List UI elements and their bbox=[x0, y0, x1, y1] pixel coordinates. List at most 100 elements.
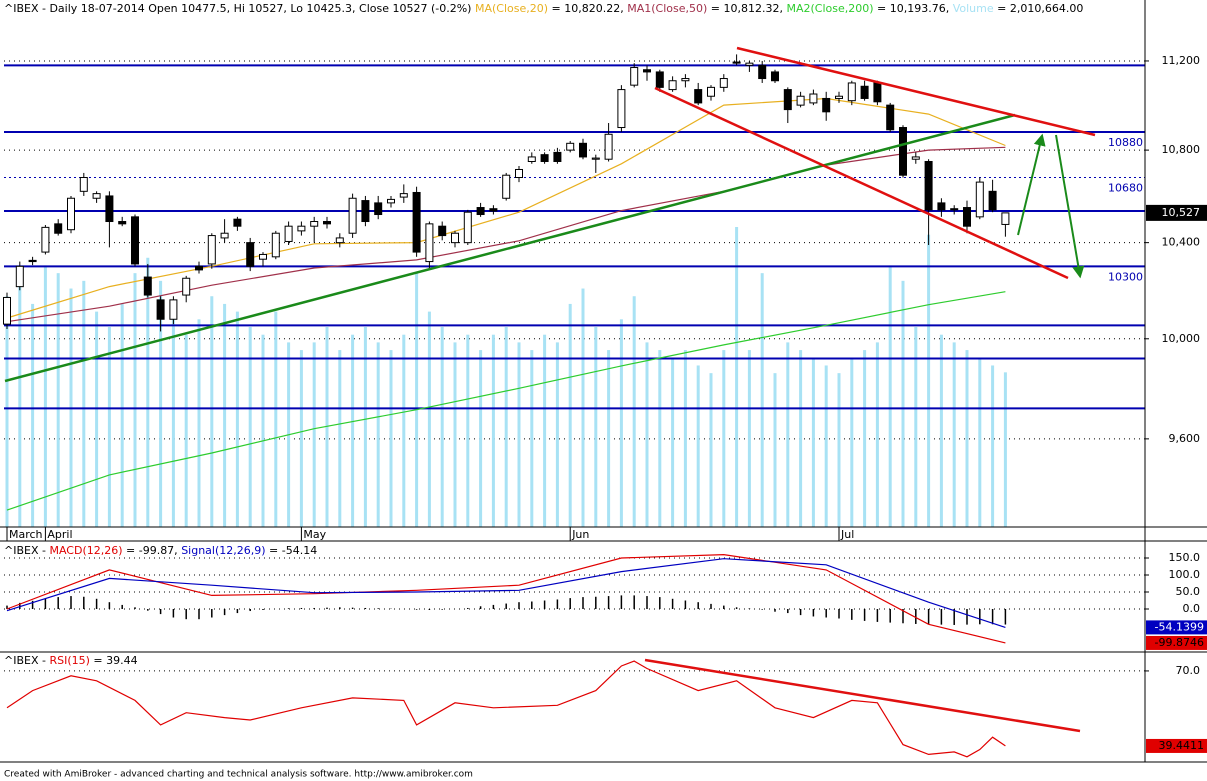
volume-bar bbox=[415, 273, 419, 527]
candle-body bbox=[655, 71, 664, 88]
volume-bar bbox=[184, 334, 188, 527]
trend-line bbox=[736, 46, 1096, 137]
volume-bar bbox=[453, 342, 457, 527]
candle-body bbox=[3, 296, 11, 325]
volume-bar bbox=[95, 311, 99, 527]
plot-layer: 9,600 10,000 10,400 10,800 11,200 March April M… bbox=[3, 2, 1207, 758]
volume-bar bbox=[914, 327, 918, 527]
y-tick-label: 100.0 bbox=[1169, 568, 1201, 581]
legend-name: RSI(15) bbox=[49, 654, 89, 667]
candle-body bbox=[745, 62, 754, 66]
volume-bar bbox=[619, 319, 623, 527]
candle-body bbox=[335, 237, 344, 244]
y-tick-label: 10,800 bbox=[1162, 143, 1201, 156]
candle-body bbox=[412, 191, 421, 253]
pane-title: ^IBEX - Daily 18-07-2014 Open 10477.5, H… bbox=[4, 2, 1083, 15]
y-tick-label: 10,000 bbox=[1162, 332, 1201, 345]
volume-bar bbox=[1003, 372, 1007, 527]
candle-body bbox=[118, 221, 127, 225]
candle-body bbox=[822, 97, 831, 113]
y-tick-label: 9,600 bbox=[1169, 432, 1201, 445]
volume-bar bbox=[811, 357, 815, 527]
volume-bar bbox=[440, 327, 444, 527]
candle-body bbox=[348, 197, 357, 234]
volume-bar bbox=[31, 303, 35, 527]
legend-name: Signal(12,26,9) bbox=[181, 544, 265, 557]
candle-body bbox=[323, 221, 331, 225]
price-tag bbox=[1146, 204, 1207, 221]
candle-body bbox=[131, 216, 139, 265]
candle-body bbox=[668, 80, 677, 91]
volume-bar bbox=[171, 303, 175, 527]
candle-body bbox=[463, 211, 472, 244]
candle-body bbox=[630, 67, 639, 86]
candle-body bbox=[515, 168, 523, 179]
candle-body bbox=[963, 207, 971, 227]
series-line bbox=[6, 146, 1006, 323]
candle-body bbox=[719, 78, 728, 88]
volume-bar bbox=[517, 342, 521, 527]
volume-bar bbox=[133, 273, 137, 527]
y-tick-label: 10,400 bbox=[1162, 236, 1201, 249]
volume-bar bbox=[261, 334, 265, 527]
value-tag-label: 39.4411 bbox=[1159, 739, 1205, 752]
candle-body bbox=[681, 78, 690, 82]
volume-bar bbox=[568, 303, 572, 527]
volume-bar bbox=[466, 334, 470, 527]
candle-body bbox=[259, 253, 267, 260]
volume-bar bbox=[5, 296, 9, 527]
series-line bbox=[6, 291, 1006, 511]
volume-bar bbox=[850, 357, 854, 527]
candle-body bbox=[399, 193, 408, 198]
volume-bar bbox=[274, 311, 278, 527]
volume-bar bbox=[888, 265, 892, 527]
candle-body bbox=[54, 223, 63, 234]
x-tick-label: May bbox=[303, 528, 326, 541]
candle-body bbox=[387, 198, 395, 204]
candle-body bbox=[297, 225, 306, 232]
volume-bar bbox=[146, 257, 150, 527]
legend-name: MA2(Close,200) bbox=[786, 2, 873, 15]
series-line bbox=[6, 553, 1006, 644]
candle-body bbox=[1001, 212, 1010, 225]
volume-bar bbox=[389, 350, 393, 527]
candle-body bbox=[182, 277, 191, 296]
volume-bar bbox=[747, 350, 751, 527]
level-label: 10880 bbox=[1108, 136, 1143, 149]
volume-bar bbox=[351, 334, 355, 527]
legend-name: MA(Close,20) bbox=[475, 2, 548, 15]
volume-bar bbox=[530, 350, 534, 527]
y-tick-label: 11,200 bbox=[1162, 54, 1201, 67]
candle-body bbox=[374, 202, 383, 216]
candle-body bbox=[28, 259, 37, 263]
series-line bbox=[6, 97, 1006, 319]
arrow bbox=[1017, 133, 1046, 236]
candle-body bbox=[783, 89, 792, 111]
volume-bar bbox=[658, 350, 662, 527]
y-tick-label: 0.0 bbox=[1183, 602, 1201, 615]
volume-bar bbox=[594, 327, 598, 527]
candle-body bbox=[975, 181, 984, 218]
volume-bar bbox=[709, 373, 713, 527]
candle-body bbox=[758, 64, 767, 80]
legend-value: = -99.87, bbox=[123, 544, 182, 557]
trend-line bbox=[654, 86, 1069, 280]
volume-bar bbox=[875, 342, 879, 527]
volume-bar bbox=[786, 342, 790, 527]
volume-bar bbox=[210, 296, 214, 527]
candle-body bbox=[207, 235, 216, 265]
candle-body bbox=[169, 299, 178, 320]
candle-body bbox=[502, 174, 511, 199]
y-tick-label: 70.0 bbox=[1176, 664, 1201, 677]
candle-body bbox=[617, 89, 626, 129]
candle-body bbox=[284, 225, 293, 242]
value-tag bbox=[1146, 738, 1207, 753]
candle-body bbox=[361, 200, 370, 223]
volume-bar bbox=[338, 350, 342, 527]
candle-body bbox=[643, 69, 651, 73]
candle-body bbox=[899, 127, 907, 176]
candle-body bbox=[604, 133, 613, 160]
volume-bar bbox=[312, 342, 316, 527]
candle-body bbox=[924, 160, 933, 211]
x-tick-label: Jul bbox=[840, 528, 854, 541]
